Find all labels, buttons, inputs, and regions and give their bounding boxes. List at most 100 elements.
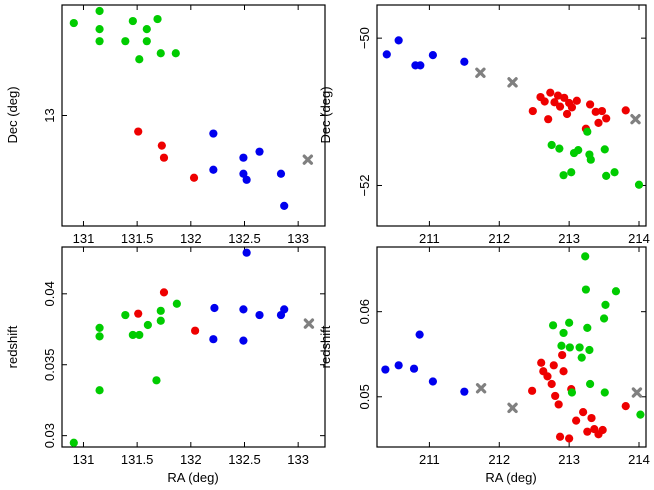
green-point — [583, 127, 592, 136]
green-point — [575, 343, 584, 352]
blue-point — [276, 169, 286, 178]
y-tick-label: 0.06 — [357, 299, 372, 324]
red-point — [551, 391, 560, 401]
x-tick-label: 133 — [287, 452, 309, 467]
red-point — [572, 416, 581, 425]
y-axis-label: Dec (deg) — [318, 86, 333, 143]
green-point — [95, 37, 104, 46]
blue-point — [428, 377, 437, 386]
x-tick-label: 211 — [419, 452, 440, 467]
red-point — [579, 408, 588, 417]
green-point — [95, 323, 104, 332]
panel-bottom-right: 211 212 213 214 0.05 0.06 redshift RA (deg) — [318, 246, 650, 485]
red-point — [546, 88, 555, 97]
x-tick-label: 131 — [73, 231, 95, 246]
red-point — [572, 96, 581, 105]
blue-point — [239, 153, 248, 162]
red-point — [554, 400, 563, 409]
x-tick-label: 131.5 — [121, 231, 154, 246]
green-point — [602, 171, 611, 181]
green-point — [585, 345, 594, 355]
green-point — [143, 320, 152, 330]
red-point — [528, 106, 537, 116]
blue-point — [209, 335, 218, 344]
y-tick-label: −50 — [357, 27, 372, 49]
y-tick-label: 0.035 — [42, 348, 57, 381]
green-point — [121, 310, 130, 320]
green-point — [135, 55, 144, 64]
red-point — [555, 432, 565, 441]
red-point — [159, 288, 169, 297]
red-point — [189, 173, 199, 182]
blue-point — [209, 165, 218, 174]
marks-top-right: 211 212 213 214 −50 −52 — [357, 5, 650, 246]
x-tick-label: 214 — [628, 452, 650, 467]
green-point — [69, 438, 78, 447]
green-point — [586, 155, 595, 164]
red-point — [583, 427, 592, 436]
y-tick-label: 13 — [42, 108, 57, 122]
green-point — [171, 49, 180, 58]
green-point — [559, 171, 568, 180]
red-point — [594, 118, 603, 127]
blue-point — [239, 305, 248, 314]
marks-bottom-left: 131 131.5 132 132.5 133 0.03 0.035 0.04 — [42, 247, 325, 467]
green-point — [581, 285, 591, 294]
green-point — [156, 306, 165, 315]
green-point — [611, 287, 621, 296]
red-point — [553, 91, 563, 100]
green-point — [565, 318, 574, 327]
panel-frame — [376, 246, 647, 448]
green-point — [156, 316, 165, 325]
cluster-center-marker — [475, 67, 486, 78]
blue-point — [416, 61, 425, 70]
green-point — [142, 25, 151, 34]
green-point — [600, 145, 609, 154]
cluster-center-marker — [631, 387, 643, 398]
red-point — [543, 372, 552, 381]
green-point — [600, 388, 609, 397]
blue-point — [381, 365, 390, 374]
cluster-center-marker — [303, 318, 315, 329]
red-point — [602, 114, 611, 123]
red-point — [591, 107, 600, 116]
x-tick-label: 132.5 — [228, 452, 261, 467]
green-point — [610, 168, 619, 177]
green-point — [577, 353, 586, 362]
green-point — [152, 376, 161, 385]
blue-point — [428, 50, 437, 60]
red-point — [621, 402, 630, 411]
red-point — [191, 326, 200, 335]
x-tick-label: 212 — [488, 231, 510, 246]
y-axis-label: redshift — [5, 325, 20, 368]
blue-point — [209, 129, 218, 138]
x-tick-label: 213 — [558, 452, 580, 467]
x-tick-label: 132 — [180, 452, 202, 467]
green-point — [121, 37, 130, 46]
blue-point — [409, 364, 419, 373]
red-point — [544, 115, 553, 124]
green-point — [634, 180, 644, 189]
red-point — [157, 141, 166, 150]
y-axis-label: redshift — [318, 325, 333, 368]
y-tick-label: −52 — [357, 174, 372, 196]
panel-bottom-left: 131 131.5 132 132.5 133 0.03 0.035 0.04 redshif… — [5, 246, 326, 485]
green-point — [599, 314, 609, 323]
red-point — [549, 361, 558, 370]
blue-point — [460, 387, 469, 396]
blue-point — [255, 147, 264, 156]
red-point — [547, 379, 556, 389]
green-point — [128, 16, 137, 26]
blue-point — [280, 305, 289, 314]
blue-point — [255, 310, 264, 320]
y-tick-label: 0.04 — [42, 281, 57, 306]
green-point — [547, 140, 556, 150]
blue-point — [210, 303, 219, 313]
panel-frame — [376, 4, 647, 227]
x-tick-label: 213 — [558, 231, 580, 246]
y-tick-label: 0.05 — [357, 384, 372, 409]
green-point — [557, 341, 566, 350]
green-point — [172, 299, 181, 308]
y-tick-label: 0.03 — [42, 423, 57, 448]
